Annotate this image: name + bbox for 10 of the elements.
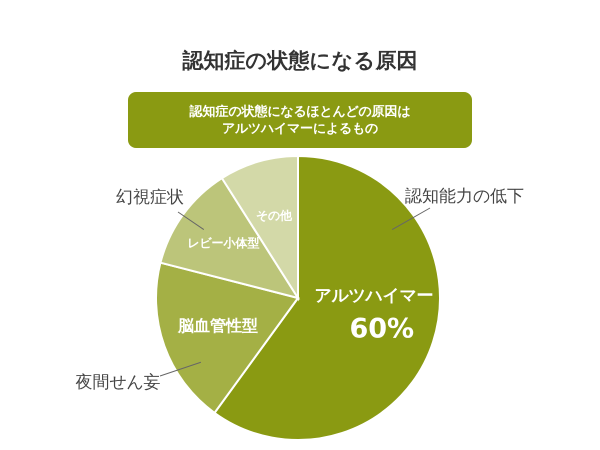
slice-label: 脳血管性型 bbox=[176, 316, 258, 336]
slice-label: アルツハイマー bbox=[314, 286, 434, 306]
chart-title: 認知症の状態になる原因 bbox=[182, 48, 418, 73]
slice-label: その他 bbox=[256, 208, 294, 222]
slice-label: レビー小体型 bbox=[187, 236, 260, 250]
text: 夜間せん妄 bbox=[76, 372, 160, 393]
chart-subtitle: 認知症の状態になるほとんどの原因はアルツハイマーによるもの bbox=[188, 104, 410, 136]
text: 幻視症状 bbox=[116, 188, 184, 208]
text: 認知能力の低下 bbox=[405, 186, 524, 207]
data-label: 60% bbox=[349, 314, 414, 345]
